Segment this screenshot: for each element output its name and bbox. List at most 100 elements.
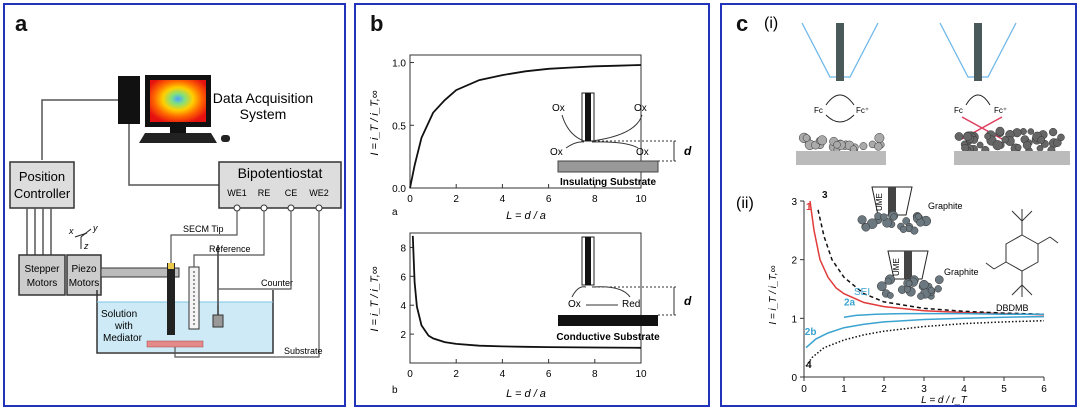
ytick-b-bottom: 2 <box>400 330 406 341</box>
piezo-motors-box <box>66 254 102 296</box>
species-ox-2: Ox <box>634 103 647 114</box>
sub-label-ii: (ii) <box>736 195 754 212</box>
xtick-b-bottom: 0 <box>407 369 413 380</box>
secm-setup-diagram: Data Acquisition System Position Control… <box>9 75 342 358</box>
plot-b-bottom-xlabel: L = d / a <box>506 388 546 400</box>
dbdmb-molecule <box>985 209 1059 297</box>
xtick-c: 0 <box>801 384 807 395</box>
graphite-label-2: Graphite <box>944 267 979 277</box>
bipotentiostat-label: Bipotentiostat <box>238 165 323 181</box>
xtick-c: 4 <box>961 384 967 395</box>
approach-curve-insulating <box>409 64 642 189</box>
xtick-b-bottom: 4 <box>500 369 506 380</box>
ytick-c: 2 <box>791 256 797 267</box>
conductive-substrate-label: Conductive Substrate <box>556 332 660 343</box>
panel-a: a Data Acquisition System Position Contr… <box>3 3 346 407</box>
ume-label-1: UME <box>875 193 884 211</box>
sei-label: SEI <box>854 287 870 298</box>
position-controller-label-2: Controller <box>14 186 71 201</box>
xtick-b-top: 10 <box>635 194 647 205</box>
xtick-c: 3 <box>921 384 927 395</box>
panel-label-b: b <box>370 11 384 36</box>
piezo-label: Piezo <box>71 264 96 275</box>
stepper-label-2: Motors <box>27 278 58 289</box>
port-we2: WE2 <box>309 188 329 198</box>
sub-label-i: (i) <box>764 15 779 32</box>
plot-b-top-frame <box>409 54 642 189</box>
plot-b-bottom-frame <box>409 232 642 364</box>
plot-c-xlabel: L = d / r_T <box>921 395 968 406</box>
ytick-b-bottom: 6 <box>400 272 406 283</box>
xtick-c: 2 <box>881 384 887 395</box>
plot-b-top-sublabel: a <box>392 207 398 218</box>
fc-label-left: Fc <box>814 106 823 115</box>
xtick-b-bottom: 2 <box>453 369 459 380</box>
xtick-b-top: 6 <box>546 194 552 205</box>
keyboard <box>139 133 217 143</box>
daq-label: Data Acquisition <box>213 90 313 106</box>
curve-label-2b: 2b <box>805 327 817 338</box>
species-ox: Ox <box>568 299 581 310</box>
substrate-plate <box>146 340 204 348</box>
mouse <box>221 135 230 142</box>
xtick-b-bottom: 10 <box>635 369 647 380</box>
graphite-label-1: Graphite <box>928 201 963 211</box>
beaker <box>96 290 274 354</box>
species-ox-1: Ox <box>552 103 565 114</box>
secm-tip-label: SECM Tip <box>183 224 224 234</box>
curve-4 <box>805 319 1045 367</box>
xtick-b-top: 2 <box>453 194 459 205</box>
plot-b-top-xlabel: L = d / a <box>506 210 546 222</box>
xtick-c: 1 <box>841 384 847 395</box>
distance-d-top: d <box>684 144 692 158</box>
species-red: Red <box>622 299 640 310</box>
curve-label-4: 4 <box>806 360 812 371</box>
ytick-c: 1 <box>791 314 797 325</box>
plot-b-bottom-sublabel: b <box>392 385 398 396</box>
stepper-label: Stepper <box>24 264 60 275</box>
distance-d-bottom: d <box>684 294 692 308</box>
substrate-label: Substrate <box>284 346 323 356</box>
monitor-stand <box>170 127 186 133</box>
approach-curves-b: 0.0 0.5 1.0 0 2 4 6 8 10 I = i_T / i_T,∞ L = d /… <box>369 54 692 400</box>
xtick-b-bottom: 6 <box>546 369 552 380</box>
curve-label-3: 3 <box>822 190 828 201</box>
ytick-c: 0 <box>791 373 797 384</box>
ytick-b-bottom: 4 <box>400 301 406 312</box>
axis-y-label: y <box>92 223 98 233</box>
counter-label: Counter <box>261 278 293 288</box>
insulating-substrate-label: Insulating Substrate <box>560 177 657 188</box>
xtick-c: 6 <box>1041 384 1047 395</box>
reference-label: Reference <box>209 244 251 254</box>
panel-label-c: c <box>736 11 749 36</box>
ytick-b-bottom: 8 <box>400 243 406 254</box>
position-controller-box <box>9 161 75 209</box>
solution-label: Solution <box>101 309 137 320</box>
panel-label-a: a <box>15 11 28 36</box>
xtick-b-top: 4 <box>500 194 506 205</box>
dbdmb-label: DBDMB <box>996 303 1029 313</box>
stepper-motors-box <box>18 254 66 296</box>
daq-label-2: System <box>240 106 287 122</box>
species-ox-4: Ox <box>636 147 649 158</box>
xtick-b-top: 8 <box>592 194 598 205</box>
port-ce: CE <box>285 188 298 198</box>
plot-b-top-ylabel: I = i_T / i_T,∞ <box>369 90 381 155</box>
species-ox-3: Ox <box>550 147 563 158</box>
solution-label-2: with <box>114 321 133 332</box>
substrate-right <box>954 151 1070 165</box>
secm-tip-electrode <box>167 263 175 335</box>
curve-1 <box>809 200 1045 316</box>
piezo-label-2: Motors <box>69 278 100 289</box>
approach-curve-conductive <box>411 235 642 349</box>
plot-c-ylabel: I = i_T / i_T,∞ <box>768 265 779 324</box>
computer-tower <box>118 76 140 124</box>
xtick-b-top: 0 <box>407 194 413 205</box>
tip-wire-left <box>836 23 844 81</box>
counter-electrode <box>212 314 224 328</box>
curve-2a <box>843 312 1044 318</box>
conductive-substrate-bar <box>558 315 658 326</box>
fc-label-right: Fc <box>954 106 963 115</box>
